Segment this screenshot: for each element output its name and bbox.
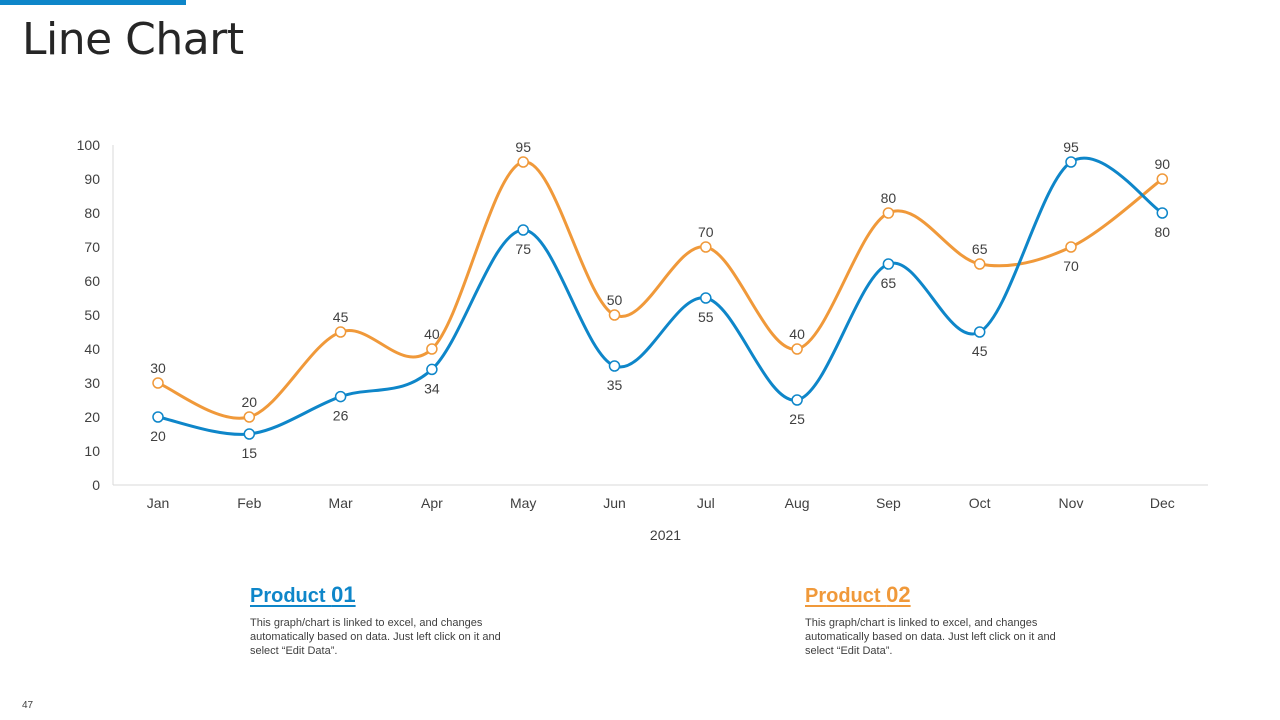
product-01-block: Product 01 This graph/chart is linked to…: [250, 582, 520, 658]
series-1-data-label: 35: [607, 377, 623, 393]
y-tick-label: 60: [84, 273, 100, 289]
series-2-marker: [1065, 241, 1077, 253]
series-1-data-label: 20: [150, 428, 166, 444]
page-title: Line Chart: [22, 14, 244, 65]
product-02-number: 02: [886, 582, 911, 607]
x-tick-label: Mar: [329, 495, 353, 511]
series-1-marker: [334, 390, 347, 403]
series-line-1: [156, 156, 1164, 436]
series-2-marker: [608, 309, 621, 321]
y-tick-label: 40: [84, 341, 100, 357]
series-2-data-label: 50: [607, 292, 623, 308]
series-2-marker: [700, 241, 712, 253]
series-1-marker: [1065, 156, 1077, 168]
x-tick-label: Dec: [1150, 495, 1175, 511]
y-tick-label: 20: [84, 409, 100, 425]
y-tick-label: 100: [77, 137, 101, 153]
series-1-marker: [882, 258, 895, 270]
y-tick-label: 10: [84, 443, 100, 459]
x-tick-label: Jul: [697, 495, 715, 511]
series-2-data-label: 40: [789, 326, 805, 342]
series-2-data-label: 95: [515, 139, 531, 155]
series-2-data-label: 90: [1155, 156, 1171, 172]
y-tick-label: 50: [84, 307, 100, 323]
product-01-link[interactable]: Product 01: [250, 582, 356, 608]
series-line-2: [156, 160, 1164, 420]
series-2-marker: [334, 326, 347, 338]
series-2-data-label: 40: [424, 326, 440, 342]
series-1-data-label: 15: [242, 445, 258, 461]
series-1-marker: [243, 428, 256, 440]
series-1-marker: [426, 363, 438, 376]
y-tick-label: 80: [84, 205, 100, 221]
product-02-block: Product 02 This graph/chart is linked to…: [805, 582, 1075, 658]
x-tick-label: Feb: [237, 495, 261, 511]
series-2-marker: [791, 343, 803, 355]
series-1-data-label: 80: [1155, 224, 1171, 240]
series-2-marker: [517, 156, 529, 168]
x-tick-label: Oct: [969, 495, 991, 511]
accent-bar: [0, 0, 186, 5]
series-2-data-label: 45: [333, 309, 349, 325]
x-tick-label: May: [510, 495, 536, 511]
series-1-data-label: 34: [424, 380, 440, 396]
series-1-data-label: 45: [972, 343, 988, 359]
series-2-marker: [152, 377, 164, 389]
series-1-marker: [1156, 207, 1169, 219]
series-2-data-label: 30: [150, 360, 166, 376]
series-1-data-label: 75: [515, 241, 531, 257]
series-1-marker: [791, 394, 803, 406]
product-02-link[interactable]: Product 02: [805, 582, 911, 608]
series-2-marker: [426, 343, 438, 355]
x-tick-label: Jun: [603, 495, 626, 511]
product-01-description: This graph/chart is linked to excel, and…: [250, 617, 501, 657]
series-1-marker: [700, 292, 712, 304]
series-2-marker: [882, 207, 895, 219]
x-axis-title: 2021: [650, 527, 681, 543]
series-2-data-label: 70: [698, 224, 714, 240]
series-2-data-label: 65: [972, 241, 988, 257]
x-tick-label: Nov: [1059, 495, 1084, 511]
product-02-label: Product: [805, 585, 887, 607]
series-1-marker: [152, 411, 164, 423]
y-tick-label: 0: [92, 477, 100, 493]
series-1-marker: [608, 360, 621, 372]
x-tick-label: Sep: [876, 495, 901, 511]
series-2-marker: [1156, 173, 1169, 185]
series-2-data-label: 20: [242, 394, 258, 410]
series-1-data-label: 25: [789, 411, 805, 427]
series-2-marker: [243, 411, 256, 423]
product-01-label: Product: [250, 585, 332, 607]
series-1-marker: [517, 224, 529, 236]
x-tick-label: Apr: [421, 495, 443, 511]
y-tick-label: 90: [84, 171, 100, 187]
series-1-data-label: 26: [333, 408, 349, 424]
series-1-data-label: 55: [698, 309, 714, 325]
page-number: 47: [22, 700, 34, 711]
x-tick-label: Aug: [785, 495, 810, 511]
y-tick-label: 30: [84, 375, 100, 391]
y-tick-label: 70: [84, 239, 100, 255]
product-01-number: 01: [331, 582, 356, 607]
series-2-data-label: 70: [1063, 258, 1079, 274]
x-tick-label: Jan: [147, 495, 170, 511]
series-1-marker: [973, 326, 986, 338]
series-2-data-label: 80: [881, 190, 897, 206]
product-02-description: This graph/chart is linked to excel, and…: [805, 617, 1056, 657]
series-1-data-label: 65: [881, 275, 897, 291]
series-1-data-label: 95: [1063, 139, 1079, 155]
series-2-marker: [973, 258, 986, 270]
